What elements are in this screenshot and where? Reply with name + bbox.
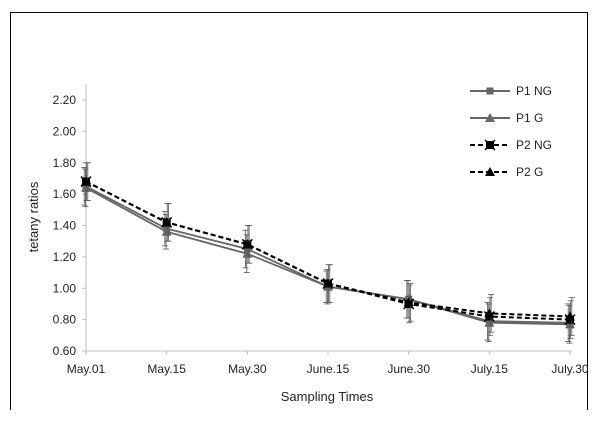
- data-point: [565, 311, 575, 321]
- x-tick-label: July.30: [551, 362, 588, 376]
- x-axis-label: Sampling Times: [281, 389, 374, 404]
- y-tick-label: 1.80: [53, 156, 77, 170]
- data-point: [484, 308, 495, 318]
- legend-swatch-marker-cross: [484, 139, 496, 151]
- legend-label: P1 G: [516, 111, 543, 125]
- legend-label: P2 NG: [516, 138, 552, 152]
- data-point: [242, 248, 253, 258]
- x-tick-label: May.15: [147, 362, 186, 376]
- x-tick-label: May.01: [67, 362, 106, 376]
- legend-swatch-marker: [485, 167, 495, 176]
- y-tick-label: 1.00: [53, 281, 77, 295]
- legend-item: P1 G: [470, 111, 543, 125]
- x-tick-label: June.15: [307, 362, 350, 376]
- data-point: [81, 182, 91, 192]
- series-layer: [80, 162, 576, 344]
- series-p2-ng: [80, 162, 576, 339]
- series-line: [85, 180, 571, 321]
- axes: 0.60 0.80 1.00 1.20 1.40 1.60 1.80 2.00 2.20 May.…: [53, 84, 589, 376]
- chart-frame: [10, 12, 588, 410]
- legend-item: P2 G: [470, 165, 543, 179]
- y-tick-label: 1.40: [53, 219, 77, 233]
- data-point: [323, 278, 333, 288]
- series-p2-g: [81, 162, 575, 336]
- legend-item: P1 NG: [470, 84, 552, 98]
- data-point: [565, 319, 575, 329]
- y-axis-label: tetany ratios: [26, 181, 41, 252]
- data-point: [161, 226, 172, 236]
- x-tick-label: June.30: [387, 362, 430, 376]
- series-p1-ng: [81, 167, 574, 342]
- series-line: [85, 180, 571, 318]
- data-point: [242, 239, 253, 249]
- data-point: [403, 297, 414, 307]
- y-tick-label: 2.20: [53, 93, 77, 107]
- data-point: [161, 217, 172, 227]
- y-tick-label: 0.60: [53, 344, 77, 358]
- y-tick-label: 0.80: [53, 313, 77, 327]
- legend-label: P2 G: [516, 165, 543, 179]
- legend: P1 NG P1 G P2 NG P2 G: [470, 84, 552, 179]
- y-tick-label: 2.00: [53, 124, 77, 138]
- x-tick-label: July.15: [471, 362, 508, 376]
- legend-label: P1 NG: [516, 84, 552, 98]
- data-point: [81, 176, 91, 186]
- legend-item: P2 NG: [470, 138, 552, 152]
- y-tick-label: 1.60: [53, 187, 77, 201]
- y-tick-label: 1.20: [53, 250, 77, 264]
- data-point: [484, 317, 495, 327]
- legend-swatch-marker: [485, 113, 495, 122]
- legend-swatch-marker: [486, 87, 494, 95]
- x-tick-label: May.30: [228, 362, 267, 376]
